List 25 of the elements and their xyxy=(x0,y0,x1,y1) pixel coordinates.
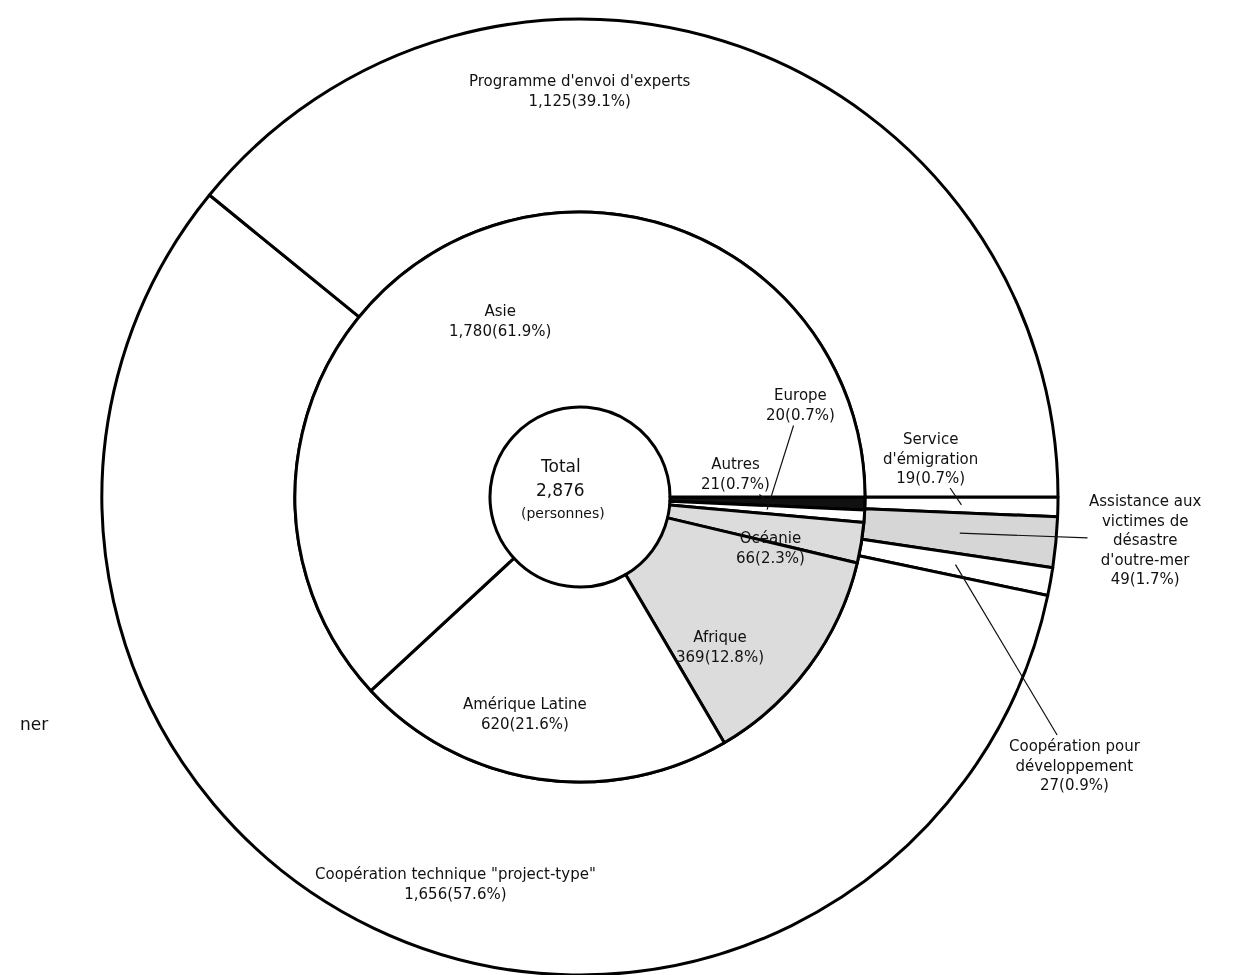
text: ner xyxy=(20,714,49,734)
slice-label: Europe xyxy=(774,386,827,404)
data-label: 27(0.9%) xyxy=(1039,776,1109,794)
slice-label: Coopération pour développement xyxy=(1009,737,1141,775)
slice-label: Afrique xyxy=(693,628,747,646)
slice-label: Amérique Latine xyxy=(463,695,587,713)
data-label: 66(2.3%) xyxy=(736,548,805,567)
text: Total xyxy=(540,456,581,476)
slice-label: Autres xyxy=(711,455,760,473)
slice-label: Coopération technique "project-type" xyxy=(315,865,596,883)
text: (personnes) xyxy=(521,505,605,521)
data-label: 19(0.7%) xyxy=(896,469,966,487)
slice-label: Service d'émigration xyxy=(883,430,979,468)
slice-label: Assistance aux victimes de désastre d'outre-mer xyxy=(1089,492,1202,569)
data-label: 620(21.6%) xyxy=(480,714,569,733)
slice-label: Programme d'envoi d'experts xyxy=(469,72,691,90)
slice-label: Asie xyxy=(484,302,516,320)
data-label: 369(12.8%) xyxy=(676,647,764,666)
data-label: 49(1.7%) xyxy=(1110,570,1180,588)
data-label: 20(0.7%) xyxy=(766,405,835,424)
text: 2,876 xyxy=(536,480,585,500)
data-label: 1,656(57.6%) xyxy=(404,884,507,903)
data-label: 21(0.7%) xyxy=(701,474,770,493)
data-label: 1,780(61.9%) xyxy=(449,321,552,340)
data-label: 1,125(39.1%) xyxy=(528,91,631,110)
